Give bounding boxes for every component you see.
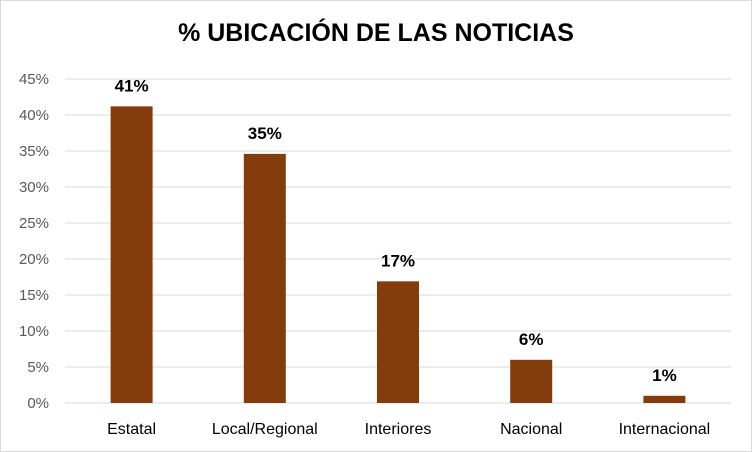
x-category-label: Nacional [500,421,562,438]
bar [377,281,419,403]
x-category-label: Local/Regional [212,421,318,438]
data-label: 41% [115,76,149,95]
chart-title: % UBICACIÓN DE LAS NOTICIAS [178,19,574,47]
y-tick-label: 40% [19,107,49,124]
y-tick-label: 35% [19,143,49,160]
x-category-label: Estatal [107,421,156,438]
y-tick-label: 15% [19,287,49,304]
data-label: 6% [519,330,544,349]
y-tick-label: 30% [19,179,49,196]
bar [243,153,286,403]
data-label: 1% [652,366,677,385]
y-tick-label: 10% [19,323,49,340]
y-tick-label: 25% [19,215,49,232]
y-tick-label: 20% [19,251,49,268]
bar [510,359,553,403]
bar [643,395,686,403]
x-category-label: Internacional [619,421,711,438]
x-category-label: Interiores [365,421,432,438]
y-tick-label: 0% [27,395,49,412]
data-label: 17% [381,251,415,270]
y-tick-label: 5% [27,359,49,376]
y-tick-label: 45% [19,71,49,88]
data-label: 35% [248,124,282,143]
bar [110,106,153,404]
